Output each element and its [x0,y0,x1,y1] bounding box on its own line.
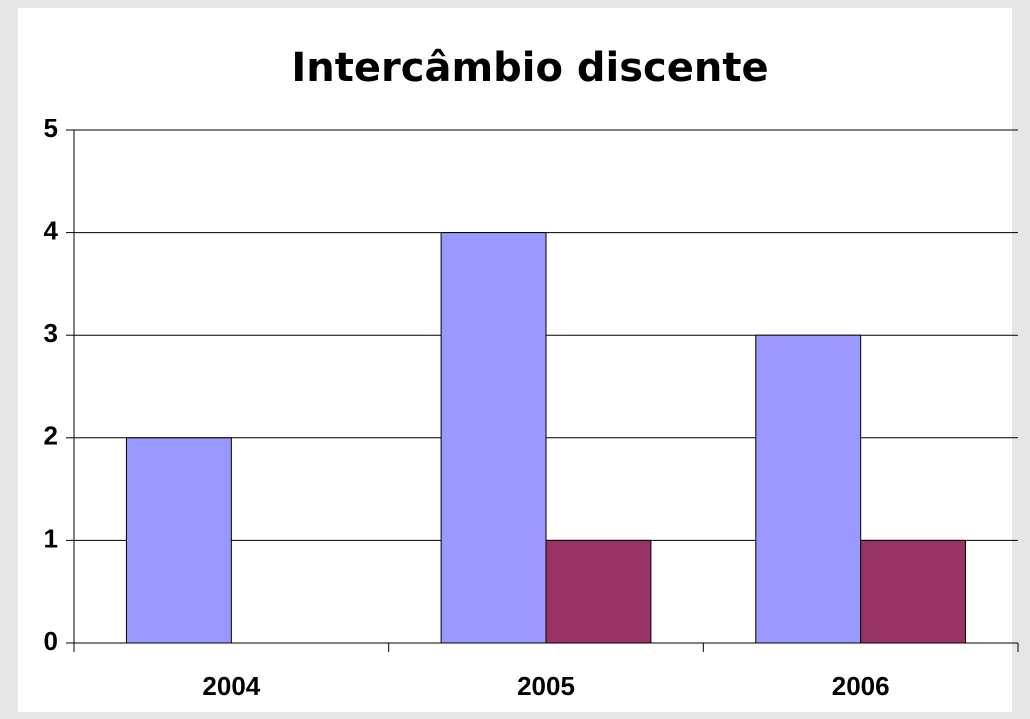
bar [125,437,232,644]
bar [545,539,652,644]
y-tick-label: 3 [44,318,58,348]
chart-title: Intercâmbio discente [291,45,768,91]
x-tick-label: 2005 [517,671,575,701]
x-tick-label: 2006 [832,671,890,701]
x-tick-label: 2004 [202,671,260,701]
y-tick-label: 2 [44,421,58,451]
bar [860,539,967,644]
y-tick-label: 5 [44,113,58,143]
y-tick-label: 4 [44,215,59,245]
bar [440,232,547,644]
y-tick-label: 1 [44,523,58,553]
y-tick-label: 0 [44,626,58,656]
bar [755,334,862,644]
